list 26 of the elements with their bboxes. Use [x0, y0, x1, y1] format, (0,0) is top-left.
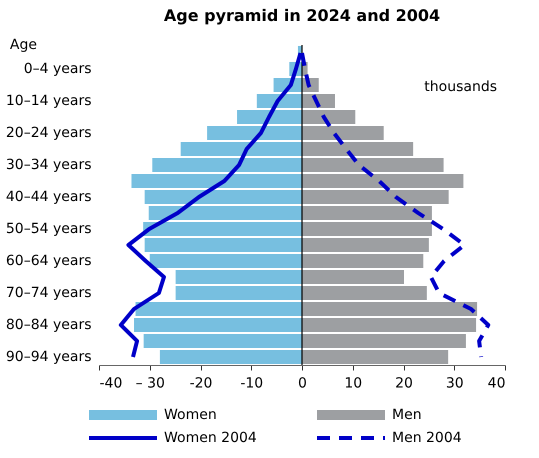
legend-label: Women 2004: [164, 430, 257, 446]
y-tick-label: 80–84 years: [6, 317, 92, 333]
legend-label: Men 2004: [392, 430, 462, 446]
x-tick-label: -10: [240, 376, 264, 392]
y-tick-label: 30–34 years: [6, 157, 92, 173]
y-tick-label: 20–24 years: [6, 125, 92, 141]
x-tick-label: -20: [190, 376, 212, 392]
chart-title: Age pyramid in 2024 and 2004: [164, 6, 440, 25]
y-tick-label: 10–14 years: [6, 93, 92, 109]
y-tick-label: 40–44 years: [6, 189, 92, 205]
legend-label: Women: [164, 407, 217, 423]
x-tick-label: -40: [100, 376, 122, 392]
y-tick-label: 50–54 years: [6, 221, 92, 237]
y-tick-label: 0–4 years: [24, 61, 92, 77]
y-axis-title: Age: [10, 37, 37, 53]
y-tick-label: 90–94 years: [6, 349, 92, 365]
legend-label: Men: [392, 407, 422, 423]
x-tick-label: 0: [298, 376, 307, 392]
x-tick-label: 40: [488, 376, 506, 392]
x-tick-label: – 30: [136, 376, 165, 392]
x-tick-label: 10: [344, 376, 362, 392]
annotation: thousands: [424, 79, 497, 95]
y-tick-label: 60–64 years: [6, 253, 92, 269]
x-tick-label: 20: [395, 376, 413, 392]
x-tick-label: 30: [446, 376, 464, 392]
y-tick-label: 70–74 years: [6, 285, 92, 301]
